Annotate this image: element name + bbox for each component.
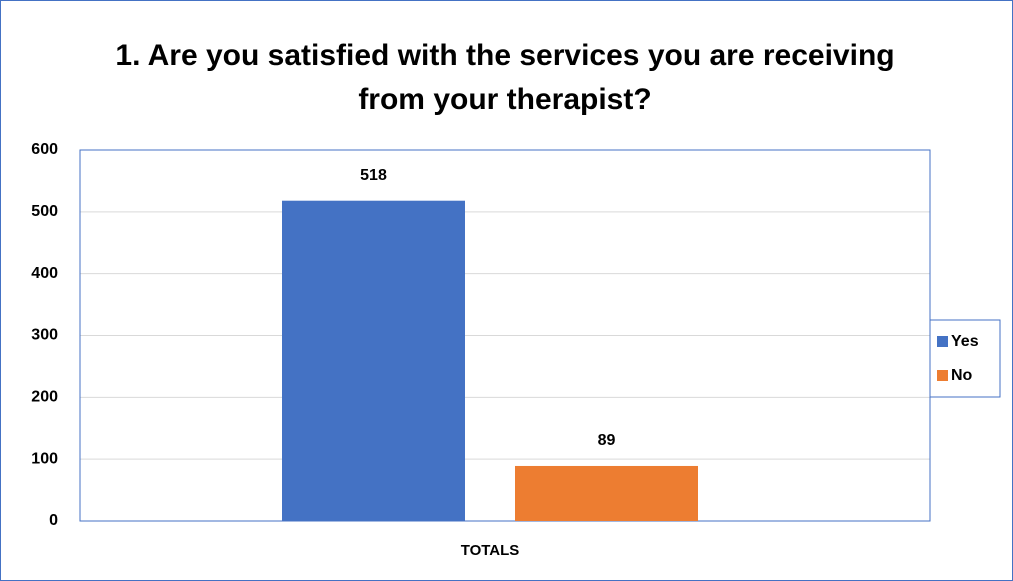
legend-label: No xyxy=(951,367,973,384)
bar xyxy=(515,465,698,521)
y-tick-label: 200 xyxy=(31,389,58,406)
bar xyxy=(282,200,465,521)
chart-title: 1. Are you satisfied with the services y… xyxy=(115,39,895,116)
y-tick-label: 100 xyxy=(31,450,58,467)
x-tick-label: TOTALS xyxy=(461,542,520,559)
y-tick-label: 0 xyxy=(49,512,58,529)
value-label: 89 xyxy=(598,432,616,449)
y-tick-label: 300 xyxy=(31,327,58,344)
y-tick-label: 400 xyxy=(31,265,58,282)
y-tick-label: 600 xyxy=(31,141,58,158)
legend-box xyxy=(929,319,1001,398)
legend-label: Yes xyxy=(951,333,979,350)
legend-swatch xyxy=(937,336,948,347)
y-tick-label: 500 xyxy=(31,203,58,220)
legend-swatch xyxy=(937,370,948,381)
value-label: 518 xyxy=(360,167,387,184)
